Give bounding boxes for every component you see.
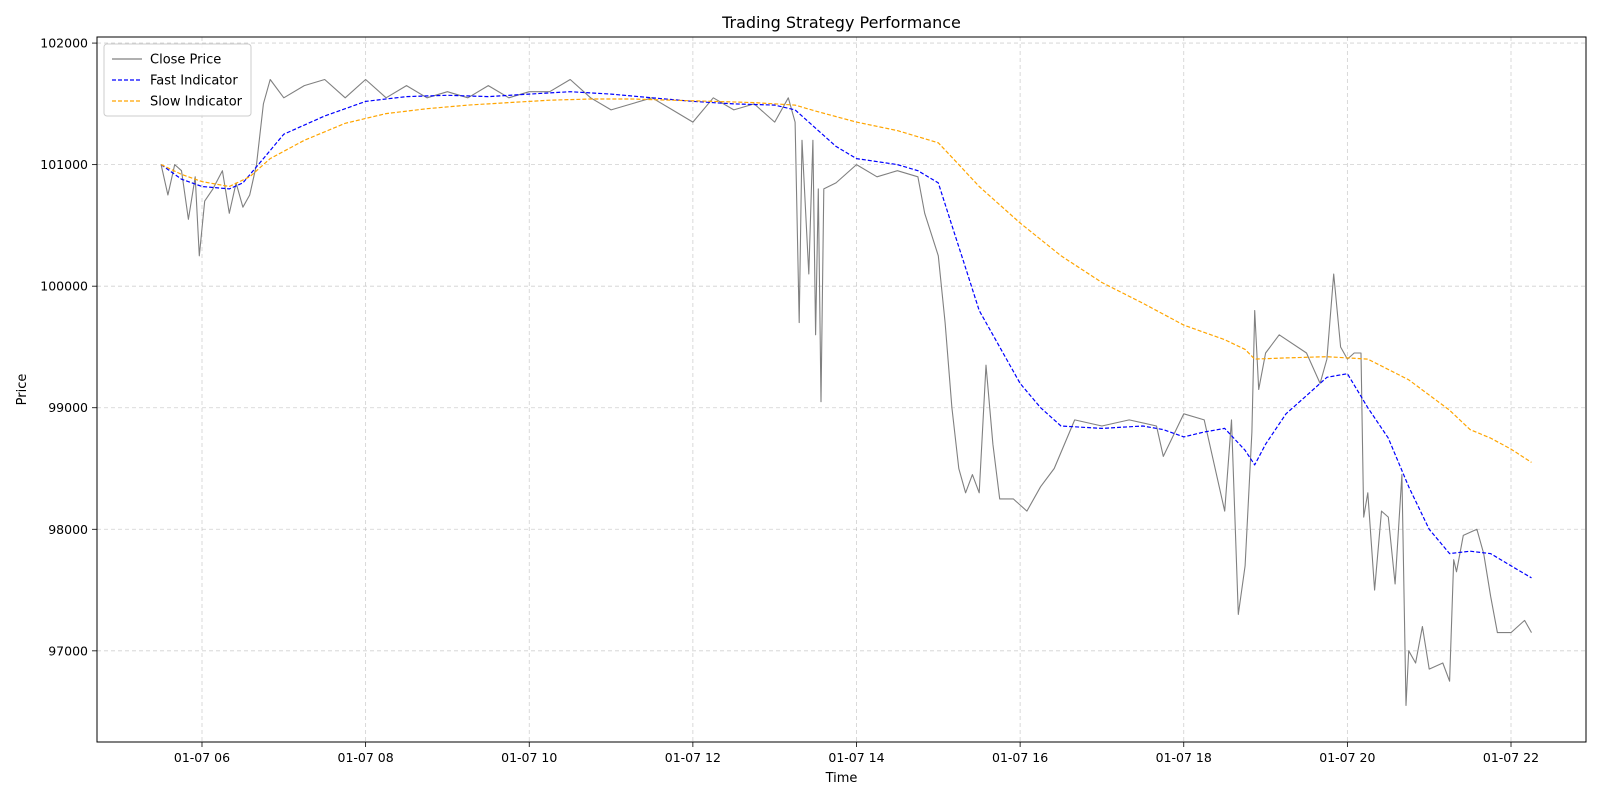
fast-indicator-line — [160, 91, 1532, 579]
x-tick-label: 01-07 12 — [665, 750, 721, 765]
series-lines — [160, 78, 1532, 707]
y-tick-label: 100000 — [40, 279, 88, 294]
grid — [97, 37, 1586, 742]
legend-label-fast-indicator: Fast Indicator — [150, 74, 238, 89]
x-tick-label: 01-07 08 — [338, 750, 394, 765]
x-axis-title: Time — [825, 771, 858, 786]
legend-box — [103, 43, 252, 117]
legend: Close Price Fast Indicator Slow Indicator — [103, 43, 252, 117]
y-tick-label: 99000 — [48, 400, 88, 415]
x-tick-label: 01-07 22 — [1483, 750, 1539, 765]
close-price-line — [160, 78, 1532, 707]
y-axis-title: Price — [15, 374, 30, 406]
y-tick-label: 101000 — [40, 157, 88, 172]
slow-indicator-line — [160, 98, 1532, 463]
x-tick-label: 01-07 10 — [501, 750, 557, 765]
plot-area-frame — [96, 36, 1587, 743]
x-tick-label: 01-07 18 — [1156, 750, 1212, 765]
legend-label-slow-indicator: Slow Indicator — [150, 95, 243, 110]
x-tick-label: 01-07 20 — [1319, 750, 1375, 765]
chart-title: Trading Strategy Performance — [721, 13, 961, 32]
y-tick-label: 102000 — [40, 36, 88, 51]
x-tick-label: 01-07 14 — [828, 750, 884, 765]
legend-label-close-price: Close Price — [150, 53, 221, 68]
y-tick-label: 98000 — [48, 522, 88, 537]
y-tick-label: 97000 — [48, 643, 88, 658]
axis-ticks: 01-07 06 01-07 08 01-07 10 01-07 12 01-07 14… — [40, 36, 1539, 765]
x-tick-label: 01-07 16 — [992, 750, 1048, 765]
x-tick-label: 01-07 06 — [174, 750, 230, 765]
